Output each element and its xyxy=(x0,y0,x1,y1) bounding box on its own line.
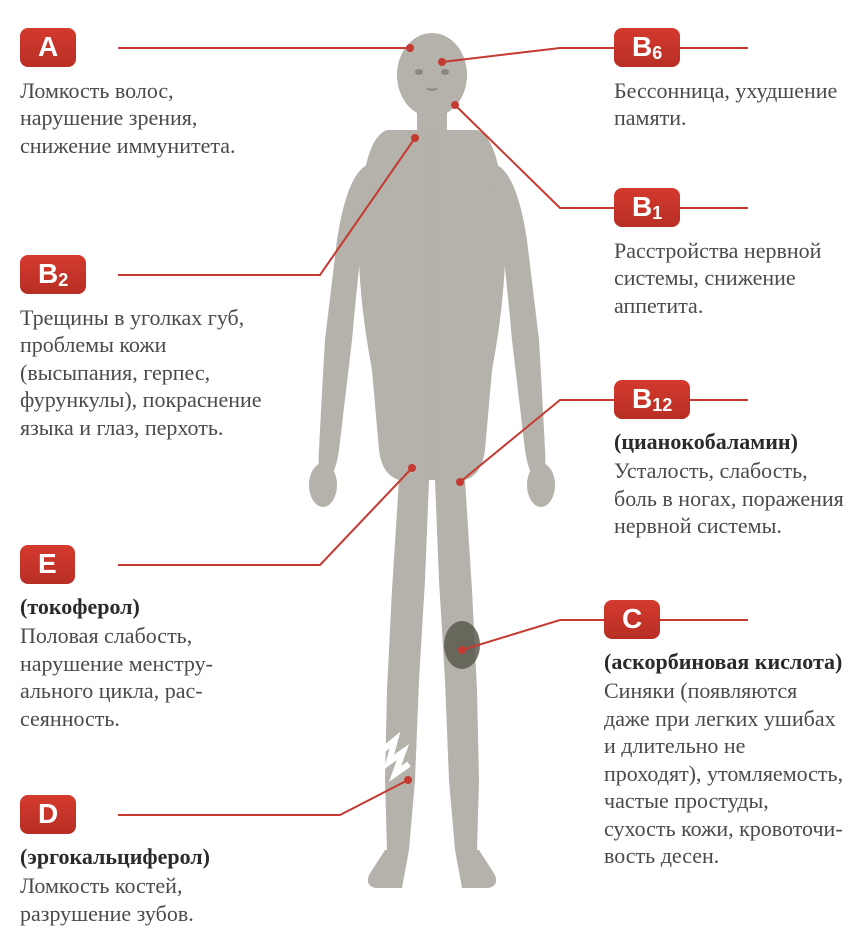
vitamin-badge-b2: B2 xyxy=(20,255,86,294)
badge-label: B xyxy=(38,258,58,289)
vitamin-subtitle: (аскорбиновая кислота) xyxy=(604,649,844,675)
badge-label: E xyxy=(38,548,57,579)
vitamin-badge-d: D xyxy=(20,795,76,834)
vitamin-description: Усталость, сла­бость, боль в но­гах, пор… xyxy=(614,457,844,540)
vitamin-description: Ломкость костей, разрушение зубов. xyxy=(20,872,270,927)
vitamin-block-b2: B2 Трещины в уголках губ, проблемы кожи … xyxy=(20,255,270,441)
vitamin-badge-b6: B6 xyxy=(614,28,680,67)
vitamin-description: Половая слабость, нарушение менстру­альн… xyxy=(20,622,270,732)
badge-sub: 6 xyxy=(652,43,662,63)
vitamin-block-a: А Ломкость волос, нарушение зрения, сниж… xyxy=(20,28,270,159)
vitamin-badge-e: E xyxy=(20,545,75,584)
vitamin-description: Трещины в уголках губ, проблемы кожи (вы… xyxy=(20,304,270,442)
badge-label: B xyxy=(632,383,652,414)
badge-sub: 12 xyxy=(652,395,672,415)
infographic-container: А Ломкость волос, нарушение зрения, сниж… xyxy=(0,0,864,929)
vitamin-badge-b1: B1 xyxy=(614,188,680,227)
badge-label: А xyxy=(38,31,58,62)
vitamin-badge-c: C xyxy=(604,600,660,639)
vitamin-description: Расстройства нервной систе­мы, снижение … xyxy=(614,237,844,320)
vitamin-block-c: C (аскорбиновая кислота) Синяки (появляю… xyxy=(604,600,844,870)
vitamin-block-d: D (эргокальциферол) Ломкость костей, раз… xyxy=(20,795,270,927)
vitamin-block-b12: B12 (цианокобаламин) Усталость, сла­бост… xyxy=(614,380,844,540)
vitamin-subtitle: (эргокальциферол) xyxy=(20,844,270,870)
vitamin-badge-b12: B12 xyxy=(614,380,690,419)
vitamin-subtitle: (токоферол) xyxy=(20,594,270,620)
vitamin-subtitle: (цианокобаламин) xyxy=(614,429,844,455)
badge-label: B xyxy=(632,31,652,62)
vitamin-description: Бессонница, ухуд­шение памяти. xyxy=(614,77,844,132)
badge-sub: 2 xyxy=(58,270,68,290)
vitamin-badge-a: А xyxy=(20,28,76,67)
vitamin-block-b6: B6 Бессонница, ухуд­шение памяти. xyxy=(614,28,844,132)
badge-label: C xyxy=(622,603,642,634)
badge-label: D xyxy=(38,798,58,829)
vitamin-description: Синяки (появляют­ся даже при легких ушиб… xyxy=(604,677,844,870)
badge-label: B xyxy=(632,191,652,222)
badge-sub: 1 xyxy=(652,203,662,223)
vitamin-description: Ломкость волос, нарушение зрения, снижен… xyxy=(20,77,270,160)
vitamin-block-b1: B1 Расстройства нервной систе­мы, снижен… xyxy=(614,188,844,319)
vitamin-block-e: E (токоферол) Половая слабость, нарушени… xyxy=(20,545,270,732)
